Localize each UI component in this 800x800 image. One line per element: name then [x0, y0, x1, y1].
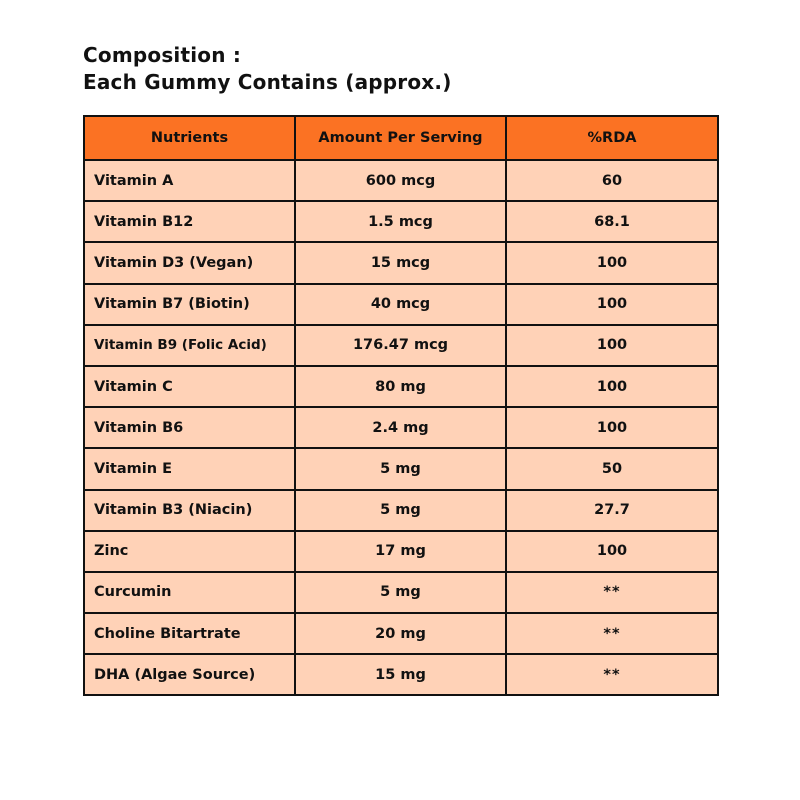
nutrient-amount: 40 mcg	[294, 282, 507, 326]
nutrient-name: Vitamin C	[83, 364, 296, 409]
table-row: DHA (Algae Source) 15 mg **	[83, 653, 719, 697]
title-line-2: Each Gummy Contains (approx.)	[83, 70, 452, 94]
nutrient-rda: 68.1	[505, 200, 719, 244]
nutrient-amount: 5 mg	[294, 488, 507, 532]
table-row: Vitamin B12 1.5 mcg 68.1	[83, 200, 719, 244]
nutrient-rda: **	[505, 612, 719, 656]
composition-table: Nutrients Amount Per Serving %RDA Vitami…	[83, 115, 719, 697]
table-row: Choline Bitartrate 20 mg **	[83, 612, 719, 656]
nutrient-name: Curcumin	[83, 570, 296, 615]
table-header-row: Nutrients Amount Per Serving %RDA	[83, 115, 719, 161]
nutrient-amount: 1.5 mcg	[294, 200, 507, 244]
nutrient-name: Vitamin B6	[83, 406, 296, 450]
nutrient-name: Vitamin B9 (Folic Acid)	[83, 323, 296, 367]
table-row: Vitamin C 80 mg 100	[83, 364, 719, 409]
nutrient-rda: **	[505, 653, 719, 697]
nutrient-rda: 100	[505, 406, 719, 450]
table-row: Vitamin B6 2.4 mg 100	[83, 406, 719, 450]
nutrient-name: Vitamin A	[83, 158, 296, 203]
nutrient-amount: 15 mg	[294, 653, 507, 697]
nutrient-rda: 100	[505, 529, 719, 573]
nutrient-name: DHA (Algae Source)	[83, 653, 296, 697]
nutrient-name: Zinc	[83, 529, 296, 573]
nutrient-name: Vitamin B12	[83, 200, 296, 244]
nutrient-rda: 50	[505, 447, 719, 491]
nutrient-rda: 60	[505, 158, 719, 203]
nutrient-amount: 5 mg	[294, 570, 507, 615]
nutrient-amount: 17 mg	[294, 529, 507, 573]
header-amount: Amount Per Serving	[294, 115, 507, 161]
composition-title: Composition : Each Gummy Contains (appro…	[83, 42, 452, 96]
nutrient-name: Choline Bitartrate	[83, 612, 296, 656]
nutrient-rda: 100	[505, 364, 719, 409]
table-row: Vitamin A 600 mcg 60	[83, 158, 719, 203]
table-row: Zinc 17 mg 100	[83, 529, 719, 573]
nutrient-amount: 5 mg	[294, 447, 507, 491]
nutrient-rda: 100	[505, 282, 719, 326]
table-row: Vitamin B3 (Niacin) 5 mg 27.7	[83, 488, 719, 532]
nutrient-amount: 15 mcg	[294, 241, 507, 285]
nutrient-amount: 2.4 mg	[294, 406, 507, 450]
nutrient-name: Vitamin E	[83, 447, 296, 491]
nutrient-amount: 176.47 mcg	[294, 323, 507, 367]
table-row: Vitamin B7 (Biotin) 40 mcg 100	[83, 282, 719, 326]
table-row: Vitamin D3 (Vegan) 15 mcg 100	[83, 241, 719, 285]
table-row: Vitamin E 5 mg 50	[83, 447, 719, 491]
nutrient-rda: 100	[505, 241, 719, 285]
nutrient-rda: **	[505, 570, 719, 615]
nutrient-name: Vitamin D3 (Vegan)	[83, 241, 296, 285]
nutrient-rda: 27.7	[505, 488, 719, 532]
table-row: Curcumin 5 mg **	[83, 570, 719, 615]
header-nutrients: Nutrients	[83, 115, 296, 161]
nutrient-name: Vitamin B3 (Niacin)	[83, 488, 296, 532]
nutrient-amount: 20 mg	[294, 612, 507, 656]
header-rda: %RDA	[505, 115, 719, 161]
nutrient-rda: 100	[505, 323, 719, 367]
table-row: Vitamin B9 (Folic Acid) 176.47 mcg 100	[83, 323, 719, 367]
title-line-1: Composition :	[83, 43, 242, 67]
nutrient-amount: 80 mg	[294, 364, 507, 409]
nutrient-name: Vitamin B7 (Biotin)	[83, 282, 296, 326]
nutrient-amount: 600 mcg	[294, 158, 507, 203]
